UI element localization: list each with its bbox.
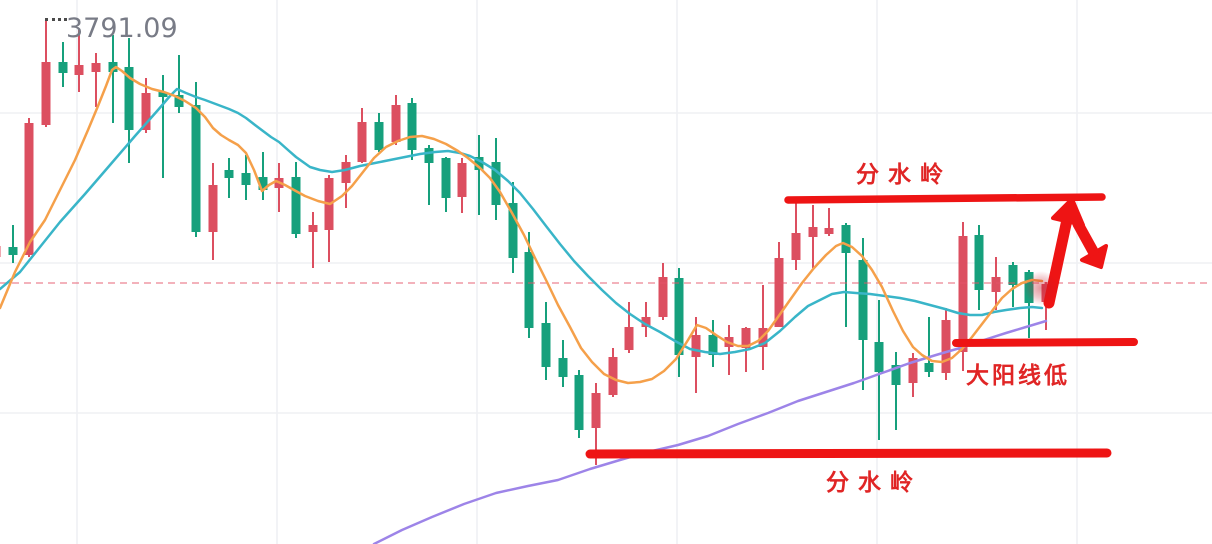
support-big-yang-low [952,338,1138,347]
candle [441,157,451,212]
candle [941,308,951,380]
candle [774,242,784,327]
candle [357,108,367,163]
candle [41,20,51,127]
candle [0,246,1,257]
candle [58,42,68,87]
candle [274,163,284,212]
candle [8,225,18,263]
candle [624,302,634,353]
high-price-marker-dots [45,18,67,21]
candle [407,98,417,160]
candle [91,53,101,107]
candle [658,263,668,320]
candle [908,353,918,397]
candle [424,145,434,205]
candle [841,223,851,327]
candle [791,202,801,270]
candle [874,300,884,440]
candle [808,205,818,268]
annotation-big-yang-low: 大阳线低 [966,363,1070,388]
ma-mid-cyan [0,87,1044,356]
candle [924,317,934,377]
candle [724,325,734,375]
candle [708,320,718,367]
candle [641,302,651,337]
price-label: 3791.09 [66,13,178,44]
candle [208,163,218,260]
support-watershed-bottom [585,448,1112,459]
candle [391,95,401,145]
candle [74,30,84,92]
annotation-level-lines [585,193,1138,459]
highlight-glow [1024,271,1058,305]
candle [374,113,384,152]
candle [474,135,484,215]
candle [691,317,701,393]
candle [457,158,467,213]
candle [258,152,268,200]
candle [224,158,234,198]
candle [541,302,551,380]
candle [858,238,868,390]
candle [508,182,518,273]
candle [974,225,984,310]
candle [608,348,618,397]
candle [558,340,568,387]
candle [758,285,768,370]
candle [1008,262,1018,307]
annotation-arrows [1043,197,1108,309]
candle [491,138,501,220]
candle [241,155,251,200]
glow-layer [1024,271,1058,305]
annotation-watershed-bottom: 分水岭 [826,470,922,495]
candle [291,162,301,238]
candles [0,20,1051,465]
candle [824,208,834,236]
candle [24,118,34,257]
candle [308,212,318,268]
annotation-watershed-top: 分水岭 [856,162,952,187]
candle [674,268,684,377]
candle [174,55,184,113]
candle [341,155,351,208]
candle [891,352,901,430]
arrow-down [1072,218,1108,269]
ma-slow-purple [372,319,1048,544]
candle [574,370,584,438]
candle [324,175,334,262]
candle [108,35,118,123]
candle [524,232,534,338]
resistance-watershed-top [784,193,1106,204]
ma-fast-orange [0,65,1044,385]
